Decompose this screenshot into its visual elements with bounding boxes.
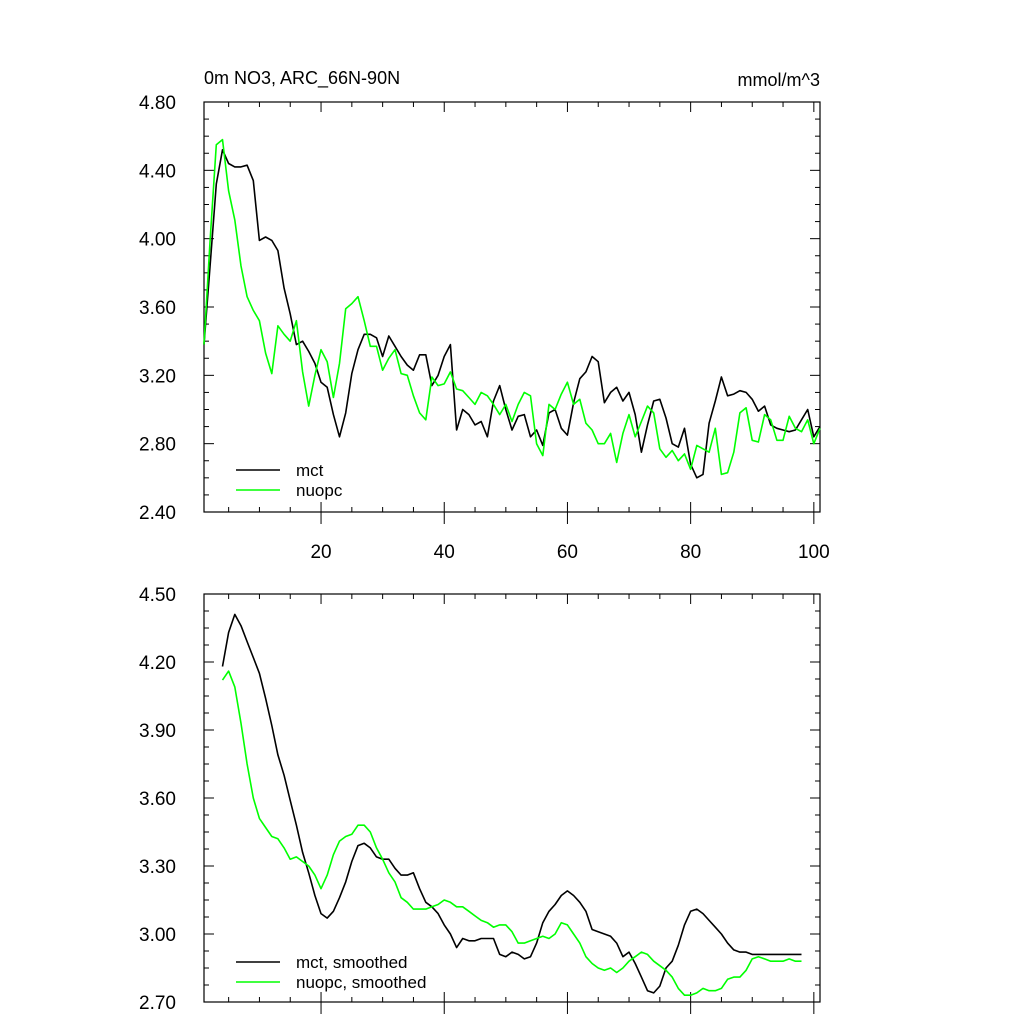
y-tick-label: 4.80 xyxy=(139,93,176,114)
y-tick-label: 3.90 xyxy=(139,721,176,742)
x-tick-label: 60 xyxy=(557,542,578,563)
y-tick-label: 4.40 xyxy=(139,161,176,182)
series-line-0 xyxy=(221,613,802,994)
x-tick-label: 40 xyxy=(434,542,455,563)
y-tick-label: 4.00 xyxy=(139,230,176,251)
y-tick-label: 3.30 xyxy=(139,857,176,878)
y-tick-label: 4.20 xyxy=(139,653,176,674)
x-tick-label: 80 xyxy=(680,542,701,563)
series-line-1 xyxy=(221,670,802,997)
units-label: mmol/m^3 xyxy=(738,70,820,90)
x-tick-label: 100 xyxy=(798,542,830,563)
legend-label-1: nuopc xyxy=(296,481,343,500)
y-tick-label: 4.50 xyxy=(139,585,176,606)
bottom-panel: 2.70 3.00 3.30 3.60 3.90 4.20 4.50 mct, smoothe… xyxy=(139,585,821,1014)
y-tick-label: 2.80 xyxy=(139,435,176,456)
y-tick-label: 2.40 xyxy=(139,503,176,524)
legend-label-0: mct, smoothed xyxy=(296,953,408,972)
x-tick-label: 20 xyxy=(310,542,331,563)
legend-label-1: nuopc, smoothed xyxy=(296,973,426,992)
legend-label-0: mct xyxy=(296,461,324,480)
plot-frame xyxy=(203,101,821,513)
y-tick-label: 3.60 xyxy=(139,789,176,810)
y-tick-label: 3.60 xyxy=(139,298,176,319)
y-tick-label: 3.20 xyxy=(139,366,176,387)
y-tick-label: 3.00 xyxy=(139,925,176,946)
series-line-1 xyxy=(203,138,821,476)
plot-frame xyxy=(203,593,821,1003)
y-tick-label: 2.70 xyxy=(139,993,176,1014)
chart-title: 0m NO3, ARC_66N-90N xyxy=(204,68,400,89)
top-panel: 2.40 2.80 3.20 3.60 4.00 4.40 4.80 20 40 60 80 100 m… xyxy=(139,93,830,563)
series-line-0 xyxy=(203,149,821,479)
